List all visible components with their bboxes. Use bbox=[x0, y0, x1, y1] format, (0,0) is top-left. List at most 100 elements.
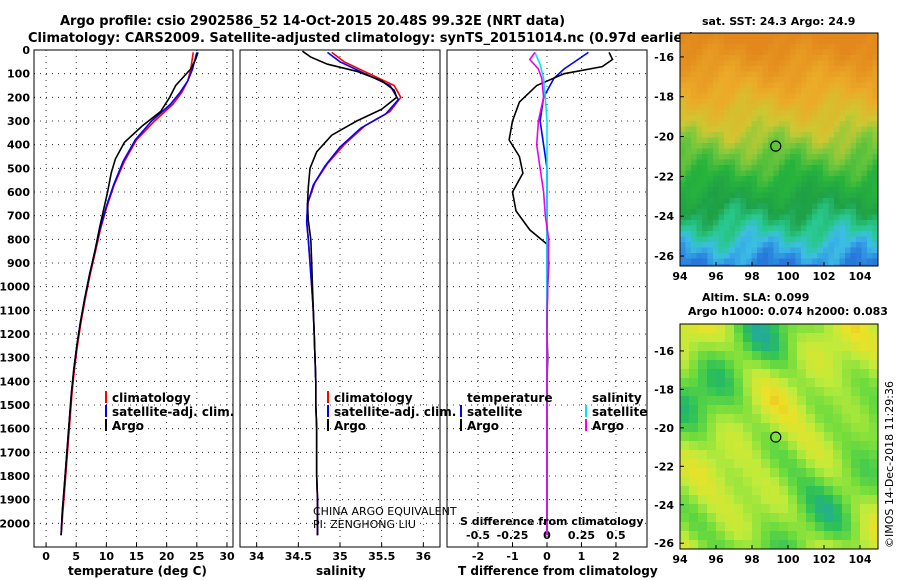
map-cell bbox=[716, 540, 726, 550]
map-cell bbox=[784, 198, 791, 204]
map-cell bbox=[724, 236, 730, 243]
annotation-line1: CHINA ARGO EQUIVALENT bbox=[313, 505, 457, 518]
map-cell bbox=[691, 214, 697, 221]
map-cell bbox=[729, 88, 736, 94]
map-cell bbox=[740, 38, 747, 45]
map-cell bbox=[746, 115, 752, 122]
map-cell bbox=[734, 387, 744, 397]
map-cell bbox=[740, 154, 747, 160]
map-cell bbox=[823, 132, 829, 138]
map-cell bbox=[856, 258, 862, 265]
map-cell bbox=[867, 115, 873, 122]
map-cell bbox=[779, 99, 785, 105]
map-cell bbox=[707, 38, 714, 45]
map-cell bbox=[861, 126, 868, 133]
map-cell bbox=[795, 209, 802, 215]
map-cell bbox=[713, 187, 719, 193]
x-tick-label: 5 bbox=[72, 550, 80, 563]
map-cell bbox=[762, 181, 769, 188]
map-cell bbox=[680, 203, 686, 210]
map-cell bbox=[790, 181, 796, 188]
map-cell bbox=[779, 33, 785, 39]
map-cell bbox=[812, 236, 818, 243]
map-cell bbox=[707, 477, 717, 487]
map-cell bbox=[729, 60, 736, 67]
map-cell bbox=[707, 247, 714, 254]
map-cell bbox=[685, 209, 692, 215]
map-cell bbox=[751, 49, 758, 56]
map-cell bbox=[707, 71, 714, 78]
map-cell bbox=[872, 187, 879, 193]
map-cell bbox=[801, 33, 807, 39]
map-cell bbox=[850, 99, 857, 105]
map-cell bbox=[689, 333, 699, 343]
map-cell bbox=[845, 132, 851, 138]
map-cell bbox=[713, 198, 719, 204]
map-cell bbox=[779, 468, 789, 478]
map-cell bbox=[768, 154, 774, 160]
map-cell bbox=[839, 258, 846, 265]
map-cell bbox=[779, 121, 785, 127]
map-cell bbox=[812, 225, 818, 232]
map-cell bbox=[689, 369, 699, 379]
map-cell bbox=[696, 159, 703, 166]
map-cell bbox=[718, 181, 725, 188]
map-cell bbox=[680, 225, 686, 232]
map-cell bbox=[779, 192, 785, 199]
map-cell bbox=[790, 110, 796, 116]
map-cell bbox=[823, 60, 829, 67]
map-cell bbox=[806, 423, 816, 433]
map-cell bbox=[869, 360, 879, 370]
map-cell bbox=[845, 253, 851, 259]
map-cell bbox=[724, 264, 730, 267]
map-cell bbox=[689, 441, 699, 451]
map-cell bbox=[680, 423, 690, 433]
map-cell bbox=[734, 504, 744, 514]
map-cell bbox=[824, 414, 834, 424]
map-cell bbox=[861, 225, 868, 232]
map-cell bbox=[806, 115, 813, 122]
map-cell bbox=[845, 148, 851, 155]
map-cell bbox=[762, 154, 769, 160]
map-cell bbox=[729, 137, 736, 144]
map-cell bbox=[861, 176, 868, 182]
map-cell bbox=[770, 405, 780, 415]
y-tick-label: 1900 bbox=[0, 494, 30, 507]
map-cell bbox=[762, 198, 769, 204]
map-cell bbox=[761, 351, 771, 361]
map-cell bbox=[773, 115, 780, 122]
map-cell bbox=[685, 192, 692, 199]
map-cell bbox=[860, 468, 870, 478]
map-cell bbox=[718, 170, 725, 177]
map-cell bbox=[869, 477, 879, 487]
map-cell bbox=[702, 187, 708, 193]
map-cell bbox=[773, 214, 780, 221]
map-cell bbox=[839, 209, 846, 215]
map-cell bbox=[743, 477, 753, 487]
map-cell bbox=[751, 247, 758, 254]
map-cell bbox=[872, 55, 879, 61]
map-cell bbox=[680, 258, 686, 265]
map-cell bbox=[823, 176, 829, 182]
map-cell bbox=[746, 192, 752, 199]
map-cell bbox=[779, 198, 785, 204]
map-cell bbox=[729, 181, 736, 188]
map-cell bbox=[850, 77, 857, 83]
map-cell bbox=[806, 513, 816, 523]
map-cell bbox=[861, 99, 868, 105]
map-cell bbox=[861, 203, 868, 210]
map-cell bbox=[867, 148, 873, 155]
map-cell bbox=[806, 187, 813, 193]
map-cell bbox=[734, 351, 744, 361]
map-cell bbox=[707, 432, 717, 442]
map-cell bbox=[779, 477, 789, 487]
map-cell bbox=[740, 148, 747, 155]
map-cell bbox=[823, 231, 829, 237]
map-cell bbox=[768, 104, 774, 111]
map-cell bbox=[746, 82, 752, 89]
map-cell bbox=[751, 225, 758, 232]
map-cell bbox=[867, 44, 873, 50]
map-cell bbox=[784, 148, 791, 155]
map-cell bbox=[828, 55, 835, 61]
map-x-tick-label: 94 bbox=[672, 270, 688, 283]
